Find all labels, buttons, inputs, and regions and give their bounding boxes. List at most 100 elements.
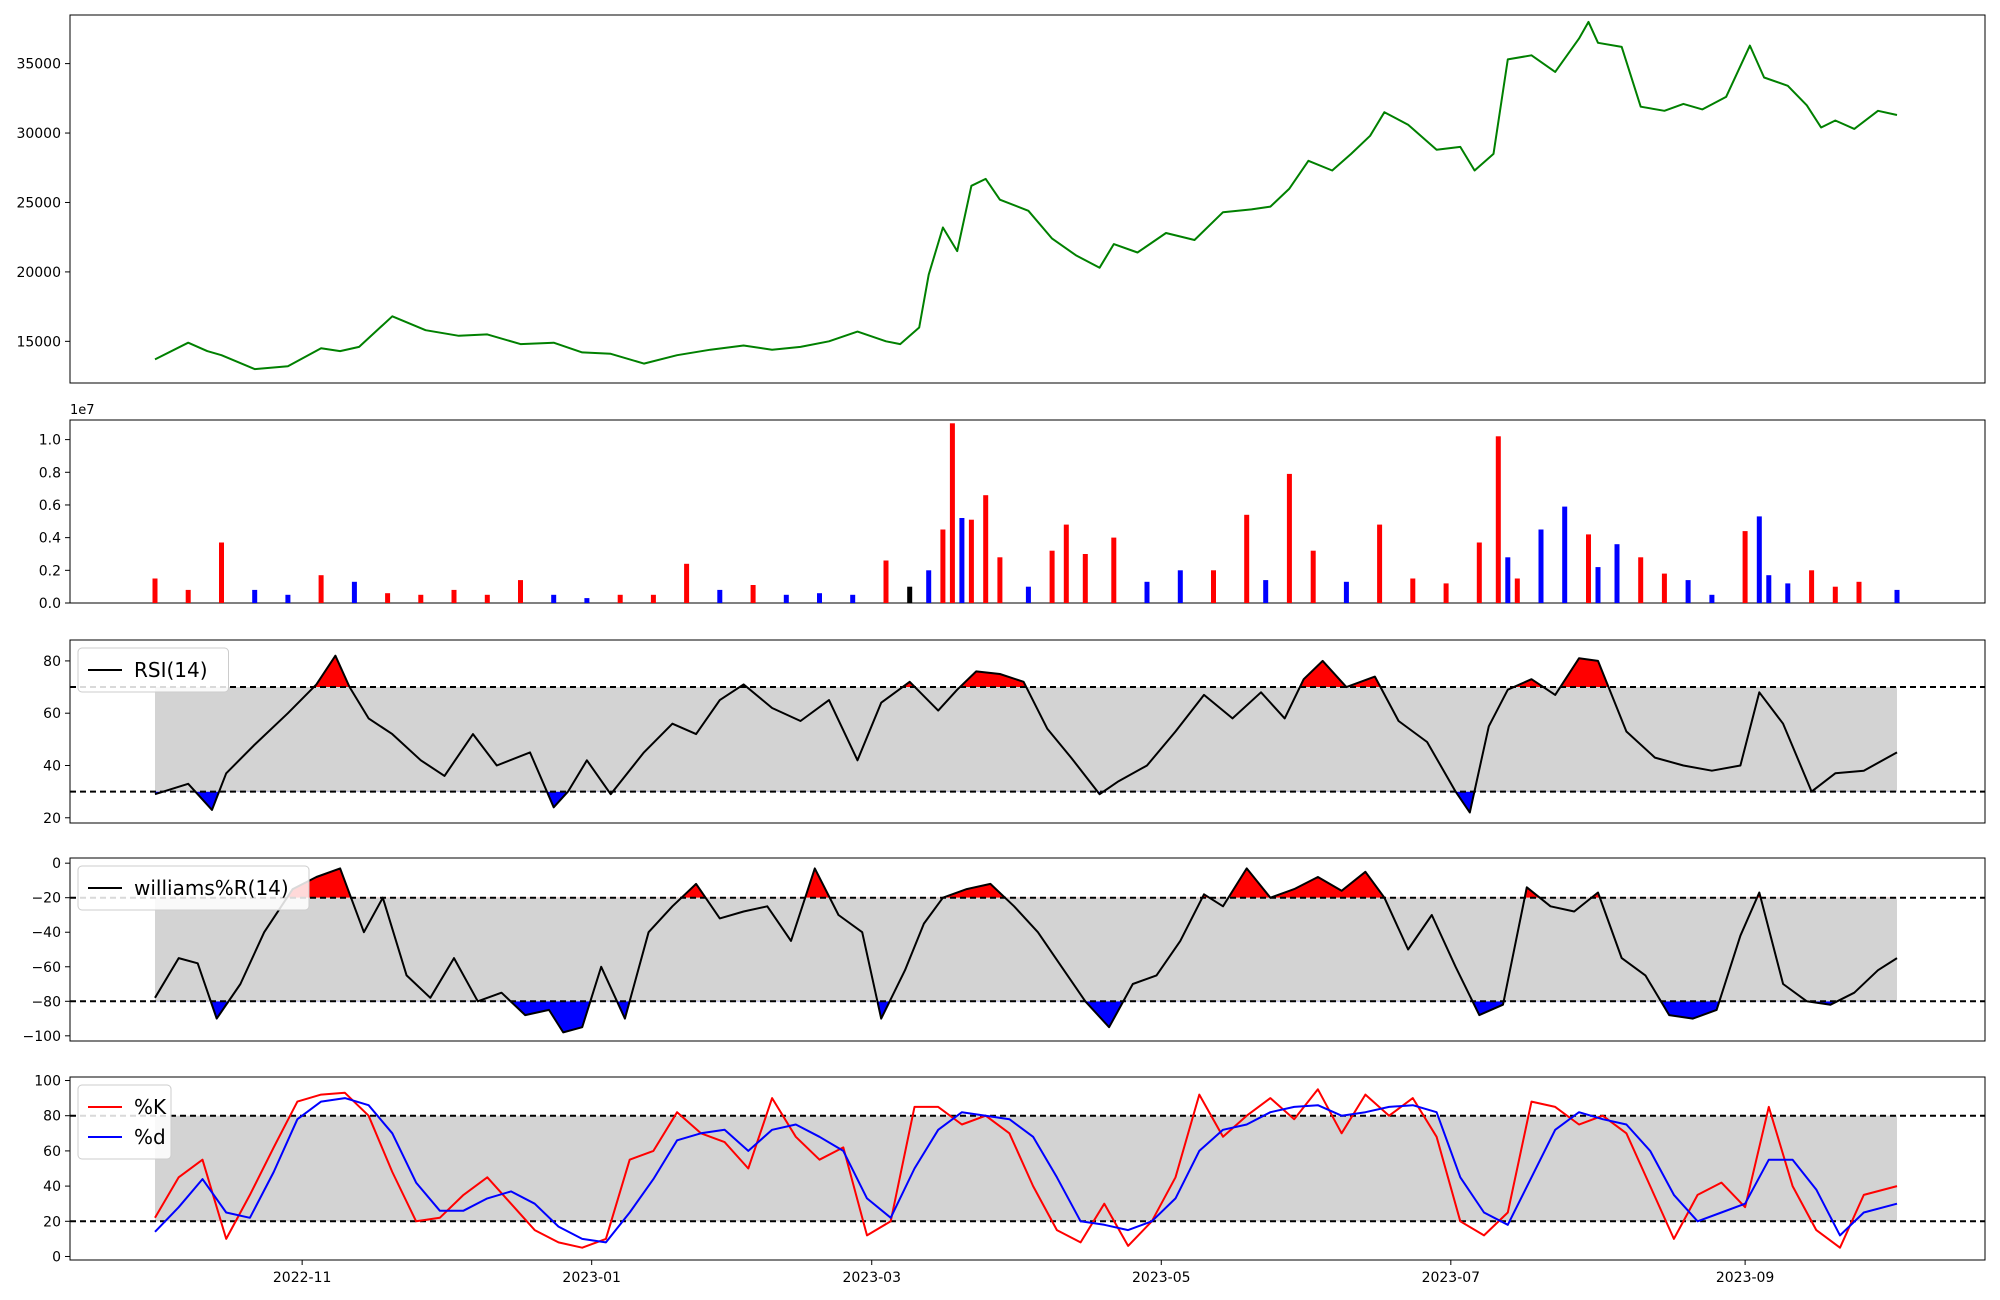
volume-bar xyxy=(418,594,424,603)
legend-label: williams%R(14) xyxy=(134,876,289,900)
volume-bar xyxy=(1025,586,1031,603)
volume-bar xyxy=(617,594,623,603)
volume-bar xyxy=(1586,534,1591,603)
legend-label: %K xyxy=(134,1095,167,1119)
y-tick-label: 25000 xyxy=(16,195,61,211)
y-tick-label: −20 xyxy=(31,891,61,907)
volume-bar xyxy=(1263,580,1269,603)
volume-bar xyxy=(1832,586,1838,603)
volume-bar xyxy=(152,578,158,603)
x-tick-label: 2023-03 xyxy=(842,1270,901,1286)
y-tick-label: 20 xyxy=(43,1214,61,1230)
volume-bar xyxy=(1638,557,1644,604)
axes-frame xyxy=(69,857,1986,1042)
williams-r-panel: −100 −80 −60 −40 −20 0 williams%R(14) xyxy=(23,856,1986,1045)
volume-bar xyxy=(584,598,590,603)
y-tick-label: 40 xyxy=(43,1179,61,1195)
volume-bar xyxy=(1538,529,1544,603)
volume-bar xyxy=(940,529,946,603)
volume-bar xyxy=(850,594,856,603)
volume-bar xyxy=(983,495,989,603)
legend-box xyxy=(77,1084,172,1160)
x-tick-label: 2023-05 xyxy=(1132,1270,1191,1286)
volume-bar xyxy=(285,594,291,603)
y-tick-label: 35000 xyxy=(16,57,61,73)
y-tick-label: 0.2 xyxy=(39,563,61,579)
volume-bar xyxy=(1063,524,1069,603)
axes-frame xyxy=(69,14,1986,384)
volume-scale-label: 1e7 xyxy=(70,403,95,418)
y-tick-label: 20000 xyxy=(16,265,61,281)
volume-bar xyxy=(926,570,932,603)
volume-bar xyxy=(1809,570,1815,603)
rsi-line xyxy=(154,654,1898,814)
volume-bar xyxy=(318,575,324,603)
volume-bar xyxy=(1614,544,1620,603)
wr-line xyxy=(154,867,1898,1034)
volume-bar xyxy=(1286,473,1292,603)
x-tick-label: 2022-11 xyxy=(273,1270,332,1286)
volume-bar xyxy=(1766,575,1772,603)
y-tick-label: 0.8 xyxy=(39,465,61,481)
stochastic-panel: 0 20 40 60 80 100 %K %d xyxy=(34,1074,1986,1265)
volume-bar xyxy=(252,589,258,603)
rsi-panel: 20 40 60 80 RSI(14) xyxy=(43,639,1986,827)
y-tick-label: 40 xyxy=(43,758,61,774)
volume-bar xyxy=(750,585,756,603)
volume-bar xyxy=(1756,516,1762,603)
y-tick-label: 60 xyxy=(43,706,61,722)
volume-bar xyxy=(1476,542,1482,603)
volume-bar xyxy=(1562,506,1568,603)
overbought-fill xyxy=(155,868,1897,898)
volume-bar xyxy=(997,557,1003,604)
y-tick-label: 15000 xyxy=(16,334,61,350)
y-tick-label: 0.4 xyxy=(39,531,61,547)
volume-bar xyxy=(351,581,357,603)
legend-box xyxy=(77,865,310,911)
volume-bar xyxy=(451,589,457,603)
volume-bar xyxy=(1894,589,1900,603)
y-tick-label: −40 xyxy=(31,925,61,941)
y-tick-label: 60 xyxy=(43,1144,61,1160)
price-line xyxy=(154,20,1898,371)
volume-bar xyxy=(385,593,391,603)
y-tick-label: 80 xyxy=(43,654,61,670)
volume-bar xyxy=(1343,581,1349,603)
volume-bar xyxy=(817,593,822,603)
shared-x-axis: 2022-11 2023-01 2023-03 2023-05 2023-07 2023-… xyxy=(273,1260,1774,1286)
volume-bar xyxy=(1049,550,1055,603)
legend-label: RSI(14) xyxy=(134,658,208,682)
volume-bar xyxy=(1244,514,1250,603)
y-tick-label: 0 xyxy=(52,1249,61,1265)
volume-bar xyxy=(1410,578,1416,603)
volume-bar xyxy=(1177,570,1183,603)
volume-bar xyxy=(1495,436,1501,603)
volume-bar xyxy=(684,563,690,603)
y-tick-label: 1.0 xyxy=(39,433,61,449)
x-tick-label: 2023-09 xyxy=(1716,1270,1775,1286)
volume-bar xyxy=(1144,581,1150,603)
volume-bar xyxy=(518,580,523,603)
volume-bar xyxy=(1514,578,1520,603)
y-tick-label: 0.0 xyxy=(39,596,61,612)
volume-panel: 1e7 0.0 0.2 0.4 0.6 0.8 1.0 xyxy=(39,403,1986,612)
volume-bar xyxy=(949,423,955,603)
volume-bar xyxy=(1661,573,1667,603)
volume-bar xyxy=(1111,537,1117,603)
legend-box xyxy=(77,647,229,693)
y-tick-label: 80 xyxy=(43,1109,61,1125)
volume-bar xyxy=(1377,524,1383,603)
x-tick-label: 2023-07 xyxy=(1422,1270,1481,1286)
volume-bar xyxy=(1742,531,1748,603)
volume-bar xyxy=(1310,550,1316,603)
y-tick-label: 0 xyxy=(52,856,61,872)
volume-bar xyxy=(1709,594,1715,603)
volume-bar xyxy=(959,518,965,603)
y-tick-label: −80 xyxy=(31,994,61,1010)
volume-bar xyxy=(1856,581,1862,603)
volume-bar xyxy=(219,542,224,603)
volume-bar xyxy=(1082,554,1088,603)
volume-bar xyxy=(907,586,913,603)
volume-bar xyxy=(783,594,789,603)
